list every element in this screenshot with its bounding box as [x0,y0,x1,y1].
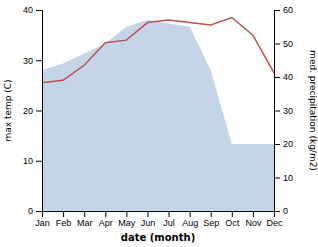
tick-label: 50 [283,39,293,49]
tick: 40 [274,72,293,82]
tick-label: Mar [77,218,93,228]
tick: Feb [56,211,72,228]
line [42,18,274,83]
tick: 50 [274,39,293,49]
tick-mark [105,211,106,217]
tick-mark [36,60,42,61]
tick-mark [126,211,127,217]
tick-mark [211,211,212,217]
tick-label: 0 [283,206,288,216]
chart: JanFebMarAprMayJunJulAugSepOctNovDec0102… [0,0,318,247]
y-axis-title: max temp (C) [3,79,13,141]
tick: 40 [23,5,42,15]
tick-label: May [118,218,136,228]
tick-mark [36,10,42,11]
x-axis: Jan Feb Mar Apr May Jun Jul Aug Sep Oct Nov Dec [35,211,283,228]
marks [42,18,274,211]
tick-label: Apr [99,218,113,228]
tick: 30 [274,106,293,116]
x-axis-title: date (month) [121,232,195,243]
tick: Mar [77,211,93,228]
plot: JanFebMarAprMayJunJulAugSepOctNovDec0102… [23,5,293,228]
tick-mark [36,161,42,162]
y2-axis-title: med. precipitation (kg/m2) [308,50,318,171]
axis-line [275,11,281,212]
tick: 20 [274,139,293,149]
tick: 0 [274,206,288,216]
tick: Jan [35,211,50,228]
tick: Apr [99,211,113,228]
tick-label: Oct [225,218,240,228]
tick-mark [147,211,148,217]
tick-mark [253,211,254,217]
tick: Sep [203,211,219,228]
tick-mark [36,211,42,212]
tick-mark [274,10,280,11]
tick-label: 40 [283,72,293,82]
y2-axis: 0 10 20 30 40 50 60 [274,5,293,216]
tick: 0 [28,206,42,216]
tick-label: 20 [23,106,33,116]
tick-label: Jul [163,218,175,228]
tick: 20 [23,106,42,116]
tick: 30 [23,56,42,66]
tick: Jul [163,211,175,228]
axis-line [36,11,43,212]
tick-mark [36,111,42,112]
tick: Oct [225,211,240,228]
tick-label: Nov [245,218,262,228]
tick-label: 30 [283,106,293,116]
tick: 60 [274,5,293,15]
tick-mark [84,211,85,217]
tick-mark [169,211,170,217]
tick-label: Aug [182,218,198,228]
tick-mark [274,44,280,45]
tick-mark [190,211,191,217]
tick: 10 [274,173,293,183]
area [42,20,274,211]
tick-mark [274,211,280,212]
tick: Dec [266,211,283,228]
tick-label: 0 [28,206,33,216]
axis-line [43,212,275,218]
tick-label: 20 [283,139,293,149]
tick-label: Feb [56,218,72,228]
y-axis: 0 10 20 30 40 [23,5,43,216]
tick: Aug [182,211,198,228]
tick-mark [274,144,280,145]
tick-label: 40 [23,5,33,15]
tick-label: 10 [23,156,33,166]
tick-label: Sep [203,218,219,228]
tick-mark [63,211,64,217]
tick: Jun [141,211,156,228]
tick-label: 60 [283,5,293,15]
tick: Nov [245,211,262,228]
tick-label: Jun [141,218,156,228]
tick: 10 [23,156,42,166]
tick-label: 10 [283,173,293,183]
tick-label: 30 [23,56,33,66]
tick-mark [232,211,233,217]
tick-mark [274,178,280,179]
tick-mark [274,77,280,78]
tick-label: Jan [35,218,50,228]
tick-mark [274,111,280,112]
tick: May [118,211,136,228]
tick-label: Dec [266,218,283,228]
